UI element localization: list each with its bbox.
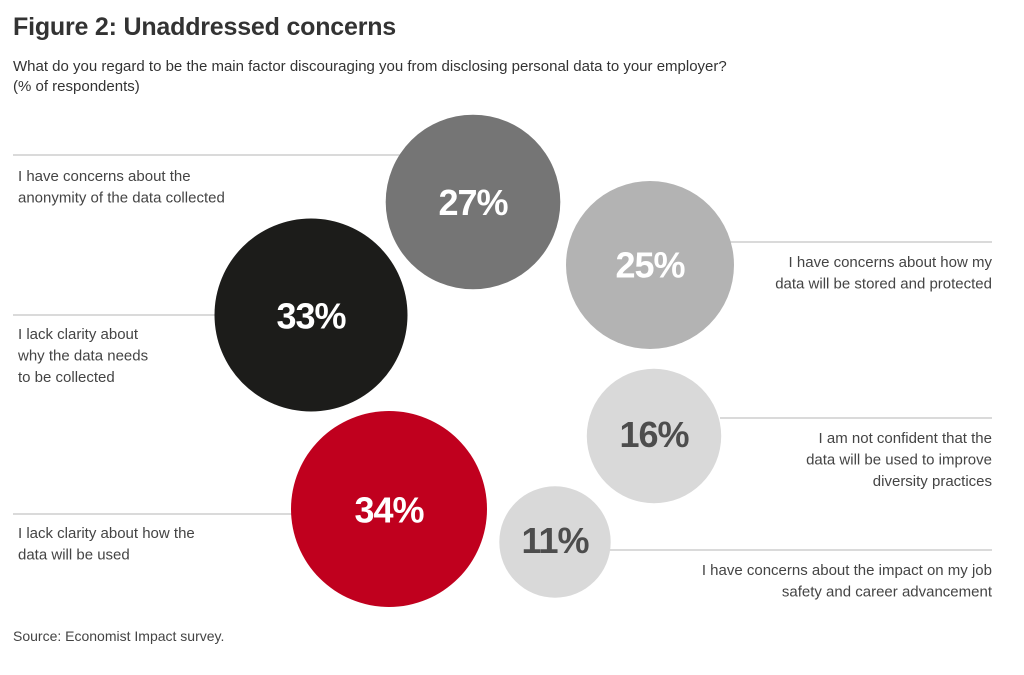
category-label-line: I have concerns about the xyxy=(18,168,191,185)
category-label-line: I am not confident that the xyxy=(819,430,992,447)
chart-unit-note: (% of respondents) xyxy=(13,78,140,95)
bubble-value-label: 25% xyxy=(615,245,685,286)
bubble-value-label: 16% xyxy=(619,414,689,455)
chart-source: Source: Economist Impact survey. xyxy=(13,628,225,644)
bubble-value-label: 27% xyxy=(438,182,508,223)
category-label-line: I have concerns about the impact on my j… xyxy=(702,562,992,579)
bubble xyxy=(499,486,611,598)
category-label-line: why the data needs xyxy=(17,348,148,365)
category-label: I lack clarity about how the data will be… xyxy=(18,525,195,564)
bubble xyxy=(291,411,487,607)
bubble-value-label: 33% xyxy=(276,296,346,337)
bubble xyxy=(214,218,408,412)
category-label-line: safety and career advancement xyxy=(782,584,993,601)
chart-question: What do you regard to be the main factor… xyxy=(13,58,727,75)
category-label: I have concerns about how my data will be… xyxy=(775,254,992,293)
category-label-line: I lack clarity about xyxy=(18,326,139,343)
category-label-line: I lack clarity about how the xyxy=(18,525,195,542)
bubble-value-label: 11% xyxy=(521,520,589,561)
category-label-line: to be collected xyxy=(18,369,115,386)
category-label: I have concerns about the anonymity of th… xyxy=(18,168,225,207)
bubble xyxy=(586,368,722,504)
chart-title: Figure 2: Unaddressed concerns xyxy=(13,13,397,41)
category-label: I lack clarity about why the data needs to… xyxy=(17,326,148,386)
bubble-value-label: 34% xyxy=(354,490,424,531)
bubble xyxy=(566,181,734,349)
category-label-line: data will be used xyxy=(18,547,130,564)
category-label-line: data will be used to improve xyxy=(806,452,992,469)
category-label: I am not confident that the data will be … xyxy=(806,430,992,490)
category-label-line: anonymity of the data collected xyxy=(18,190,225,207)
category-label-line: I have concerns about how my xyxy=(789,254,993,271)
chart-subtitle: What do you regard to be the main factor… xyxy=(13,57,833,97)
category-label-line: data will be stored and protected xyxy=(775,276,992,293)
category-label-line: diversity practices xyxy=(873,473,992,490)
category-label: I have concerns about the impact on my j… xyxy=(702,562,993,601)
bubble xyxy=(385,114,561,290)
